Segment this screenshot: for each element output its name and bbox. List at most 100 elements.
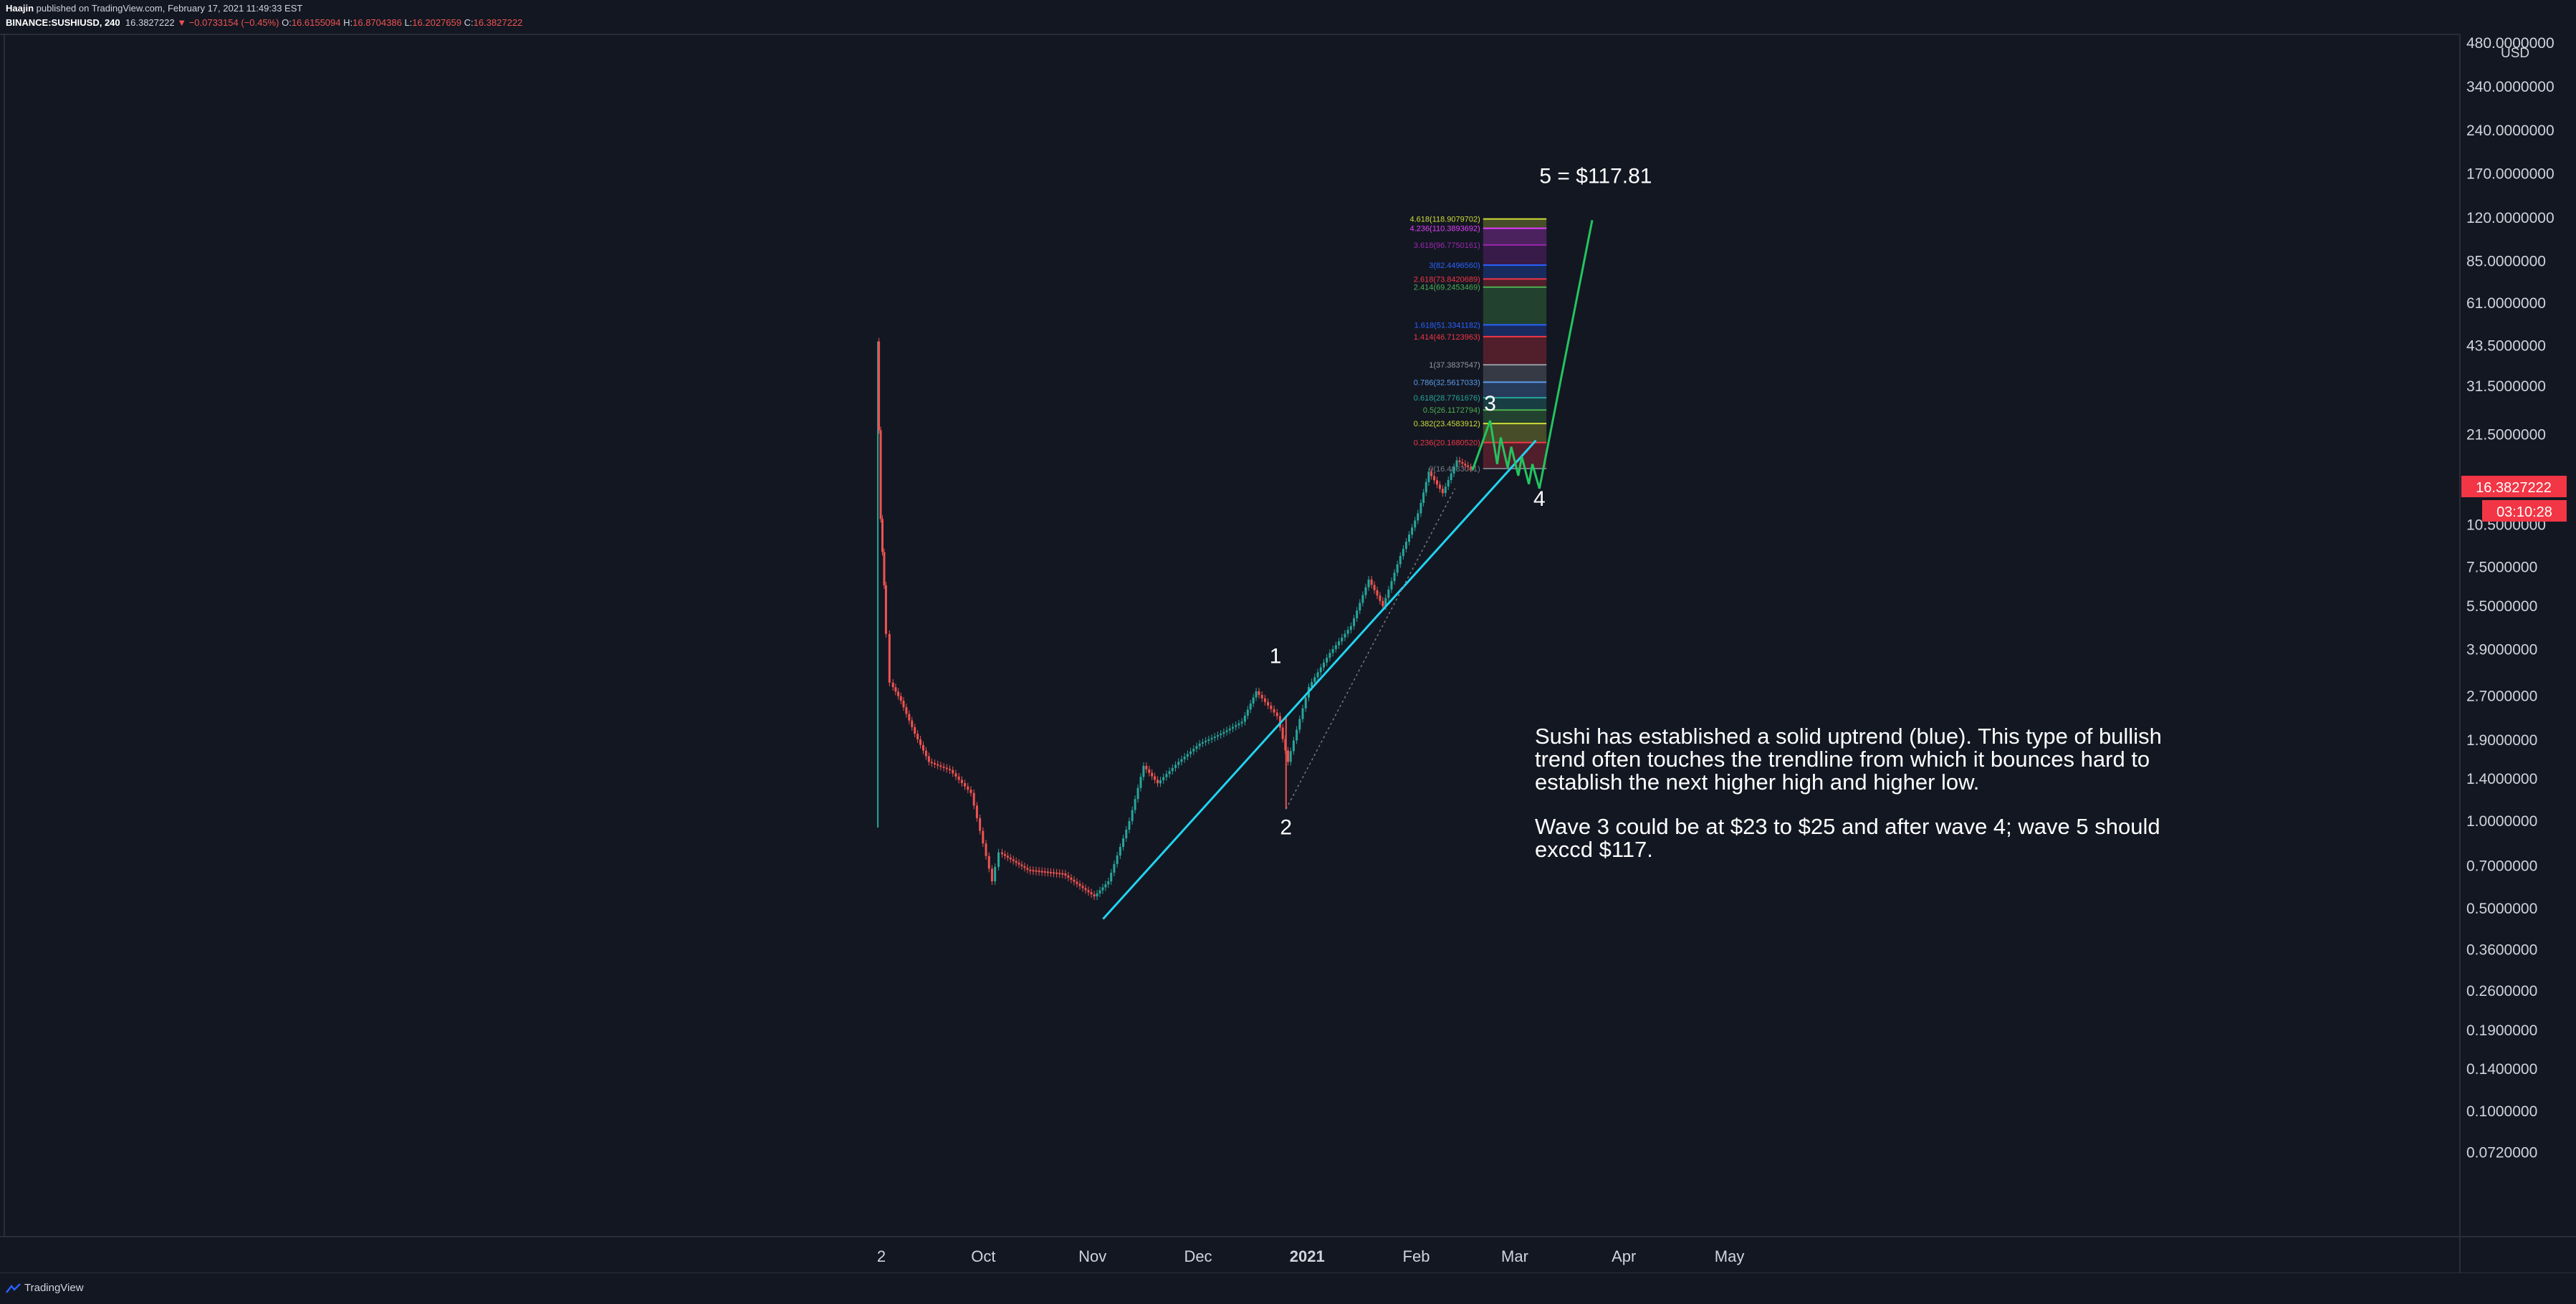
annotation-uptrend[interactable]: Sushi has established a solid uptrend (b… [1535, 724, 2162, 795]
fib-price: ( [1433, 420, 1436, 428]
fib-band [1483, 265, 1547, 279]
candle-body [1334, 645, 1337, 649]
candle-body [1183, 757, 1186, 759]
fib-price: ( [1433, 394, 1436, 403]
candle-body [1356, 610, 1359, 618]
time-axis[interactable]: 2 Oct Nov Dec 2021 Feb Mar Apr May [877, 1247, 1744, 1265]
fib-level-label: 2.414(69.2453469) [1414, 284, 1480, 292]
candle-body [1396, 564, 1399, 573]
candle-body [1110, 873, 1113, 882]
current-price-text: 16.3827222 [2476, 480, 2552, 496]
candle-body [1373, 585, 1376, 590]
time-tick-label: Nov [1078, 1247, 1106, 1265]
fib-price-value: 26.1172794 [1437, 406, 1478, 415]
fib-ratio: 2.414 [1414, 284, 1434, 292]
publish-info: Haajin published on TradingView.com, Feb… [6, 3, 302, 14]
price-change: ▼ −0.0733154 (−0.45%) [177, 17, 279, 28]
price-axis[interactable]: 480.0000000 340.0000000 240.0000000 170.000… [2466, 35, 2555, 1161]
candle-body [972, 792, 975, 806]
fib-price: ) [1478, 420, 1480, 428]
candle-body [1243, 715, 1246, 722]
fib-price: ( [1433, 333, 1436, 342]
candle-body [1228, 728, 1231, 731]
candle-body [937, 764, 939, 766]
symbol-info: BINANCE:SUSHIUSD, 240 16.3827222 ▼ −0.07… [6, 17, 522, 28]
wave-projection-path[interactable] [1471, 219, 1594, 489]
annotation-wave-targets[interactable]: Wave 3 could be at $23 to $25 and after … [1535, 814, 2160, 862]
uptrend-line[interactable] [1102, 439, 1537, 920]
candle-body [982, 830, 985, 844]
fib-price-value: 73.8420689 [1436, 275, 1478, 284]
drawing-lines[interactable] [1102, 219, 1594, 920]
tradingview-logo-icon[interactable] [6, 1283, 21, 1293]
candle-body [1096, 893, 1098, 897]
fib-price: ) [1478, 275, 1480, 284]
price-tick-label: 340.0000000 [2466, 79, 2555, 95]
candle-body [1043, 871, 1046, 873]
fib-band [1483, 365, 1547, 383]
candle-body [1116, 855, 1119, 865]
candle-body [1154, 776, 1157, 780]
fib-band [1483, 382, 1547, 398]
fib-level-label: 2.618(73.8420689) [1414, 275, 1480, 284]
candle-body [921, 744, 924, 751]
fib-ratio: 4.618 [1410, 216, 1430, 224]
candle-body [1430, 471, 1433, 476]
candle-body [942, 766, 945, 768]
fib-extension-tool[interactable]: 4.618(118.9079702)4.236(110.3893692)3.61… [1410, 216, 1547, 474]
fib-band [1483, 219, 1547, 229]
candle-body [979, 818, 982, 831]
candle-body [1186, 754, 1189, 757]
price-tick-label: 1.0000000 [2466, 813, 2537, 830]
fib-price-value: 69.2453469 [1436, 284, 1478, 292]
wave-label: 2 [1280, 816, 1292, 840]
fib-price-value: 28.7761676 [1436, 394, 1478, 403]
candle-body [1018, 863, 1020, 865]
candle-body [933, 762, 936, 764]
publish-text: published on TradingView.com, February 1… [34, 3, 303, 14]
candle-body [1148, 769, 1151, 773]
candle-body [1009, 857, 1012, 860]
price-tick-label: 85.0000000 [2466, 254, 2546, 270]
tradingview-brand[interactable]: TradingView [24, 1282, 84, 1294]
fib-band [1483, 287, 1547, 325]
symbol-label[interactable]: BINANCE:SUSHIUSD, 240 [6, 17, 120, 28]
price-tick-label: 0.2600000 [2466, 983, 2537, 999]
countdown-text: 03:10:28 [2496, 504, 2552, 520]
fib-ratio: 3.618 [1414, 241, 1434, 250]
candle-body [1040, 871, 1043, 873]
price-tick-label: 31.5000000 [2466, 378, 2546, 395]
fib-level-label: 1.414(46.7123963) [1414, 333, 1480, 342]
candle-body [916, 734, 919, 739]
candle-body [1353, 618, 1356, 626]
candle-body [967, 786, 969, 790]
candle-body [1046, 871, 1049, 873]
candle-body [1038, 871, 1040, 873]
candle-body [1328, 653, 1331, 658]
author-name[interactable]: Haajin [6, 3, 34, 14]
fib-price: ) [1478, 241, 1480, 250]
candle-body [1296, 729, 1298, 741]
candle-body [1344, 633, 1346, 638]
fib-ratio: 0.5 [1423, 406, 1434, 415]
candle-body [1128, 821, 1131, 830]
fib-ratio: 1.414 [1414, 333, 1434, 342]
candle-body [1070, 877, 1073, 880]
candle-body [1402, 549, 1404, 556]
candle-body [975, 805, 978, 818]
fib-band [1483, 279, 1547, 287]
fib-price-value: 46.7123963 [1436, 333, 1478, 342]
candle-body [1198, 743, 1201, 747]
candle-body [1425, 481, 1427, 493]
candle-body [1326, 657, 1328, 663]
candle-body [1207, 739, 1210, 741]
candle-body [1078, 883, 1081, 886]
candle-body [1162, 777, 1165, 780]
fib-price: ( [1433, 262, 1436, 270]
price-tick-label: 1.4000000 [2466, 771, 2537, 787]
fib-price-value: 51.3341182 [1437, 321, 1478, 330]
candle-body [1237, 723, 1240, 726]
candle-body [1458, 460, 1461, 462]
time-tick-label: Apr [1612, 1247, 1636, 1265]
